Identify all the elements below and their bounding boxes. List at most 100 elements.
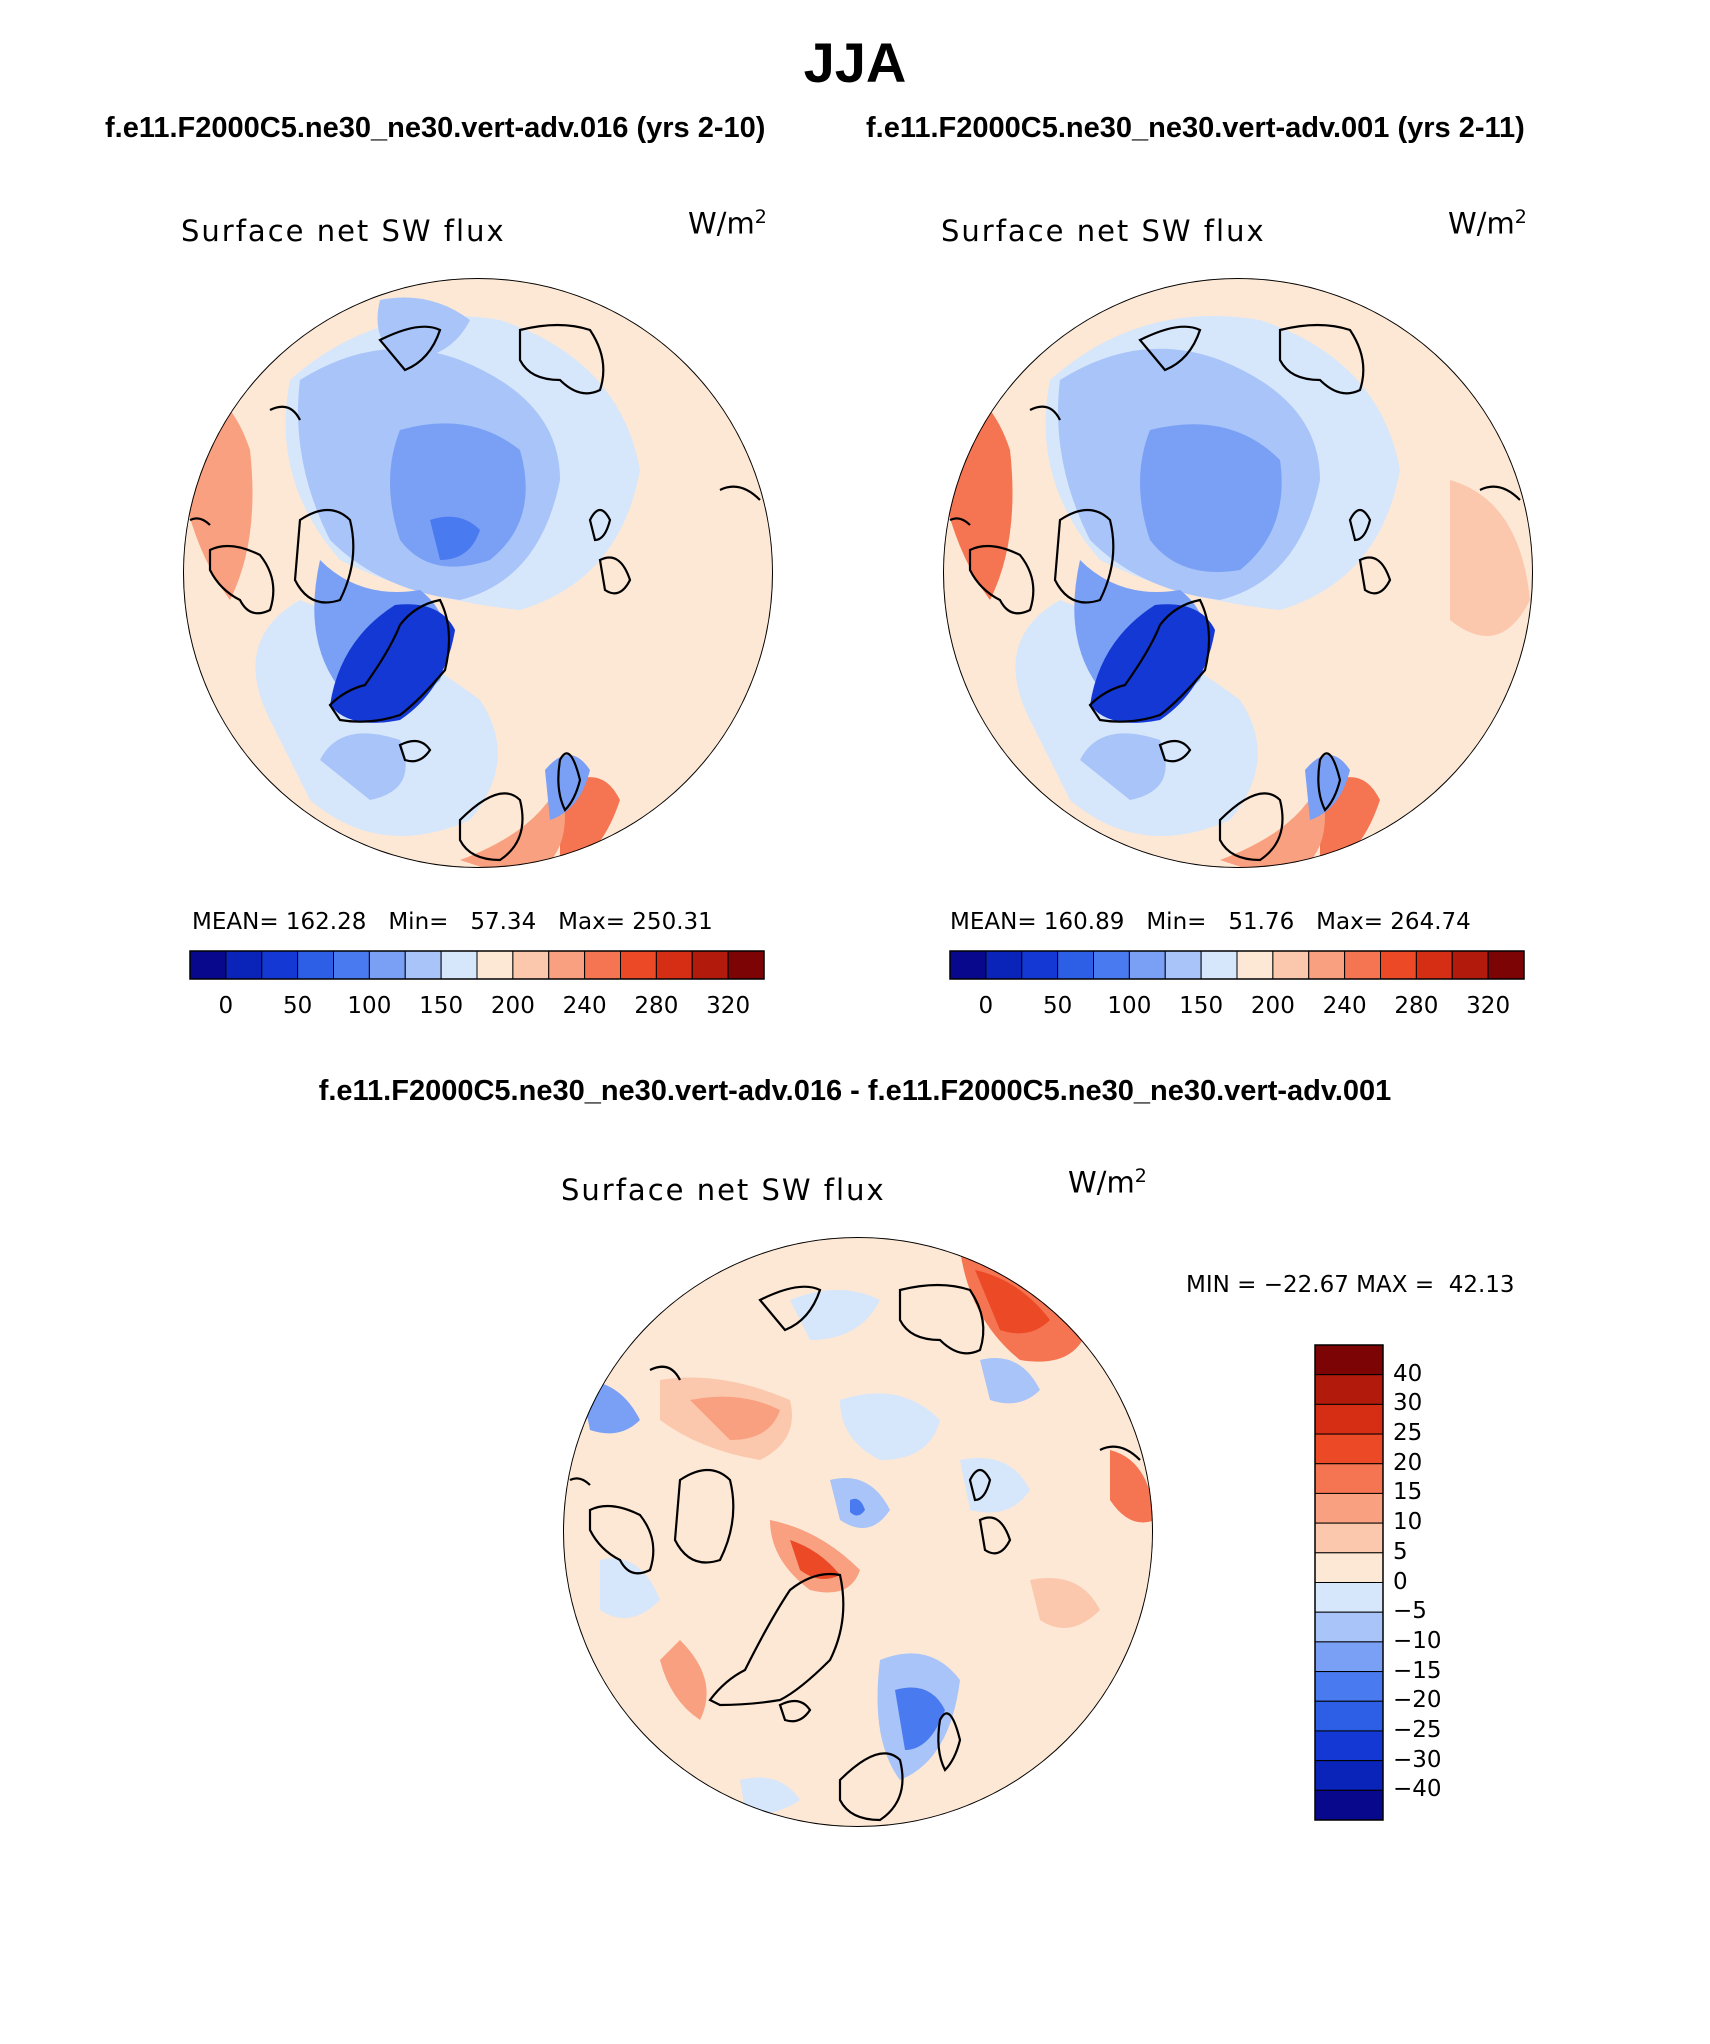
colorbar-swatch — [1487, 950, 1525, 980]
colorbar-swatch — [1314, 1611, 1384, 1643]
colorbar-tick-label: −20 — [1393, 1687, 1442, 1714]
colorbar-swatch — [727, 950, 765, 980]
colorbar-swatch — [1021, 950, 1059, 980]
colorbar-swatch — [1314, 1522, 1384, 1554]
colorbar-swatch — [1314, 1760, 1384, 1791]
colorbar-swatch — [620, 950, 657, 980]
colorbar-tick-label: 15 — [1393, 1479, 1423, 1506]
colorbar-swatch — [1093, 950, 1130, 980]
difference-title: f.e11.F2000C5.ne30_ne30.vert-adv.016 - f… — [318, 1075, 1392, 1107]
colorbar-swatch — [261, 950, 299, 980]
colorbar-swatch — [985, 950, 1023, 980]
colorbar-swatch — [1314, 1671, 1384, 1702]
colorbar-tick-label: −25 — [1393, 1716, 1442, 1743]
colorbar-swatch — [1314, 1463, 1384, 1494]
right-case-title: f.e11.F2000C5.ne30_ne30.vert-adv.001 (yr… — [866, 112, 1525, 144]
colorbar-tick-label: 40 — [1393, 1360, 1423, 1387]
map-panel-3 — [563, 1237, 1153, 1827]
panel1-stats: MEAN= 162.28 Min= 57.34 Max= 250.31 — [192, 909, 713, 935]
colorbar-tick-label: 100 — [347, 993, 392, 1019]
colorbar-tick-label: 50 — [1042, 993, 1073, 1019]
colorbar-tick-label: 25 — [1393, 1420, 1423, 1447]
colorbar-tick-label: 150 — [1179, 993, 1224, 1019]
colorbar-swatch — [1057, 950, 1094, 980]
colorbar-tick-label: 100 — [1107, 993, 1152, 1019]
colorbar-swatch — [1314, 1730, 1384, 1762]
colorbar-swatch — [1314, 1433, 1384, 1465]
colorbar-swatch — [1164, 950, 1202, 980]
colorbar-frame — [1314, 1344, 1384, 1821]
colorbar-tick-label: 320 — [1466, 993, 1511, 1019]
colorbar-swatch — [404, 950, 442, 980]
colorbar-tick-label: −30 — [1393, 1746, 1442, 1773]
colorbar-swatch — [476, 950, 514, 980]
colorbar-swatch — [584, 950, 621, 980]
colorbar-swatch — [1314, 1582, 1384, 1613]
panel3-stats: MIN = −22.67 MAX = 42.13 — [1186, 1272, 1515, 1298]
colorbar-tick-label: 30 — [1393, 1390, 1423, 1417]
colorbar-swatch — [1314, 1641, 1384, 1673]
panel3-units: W/m2 — [1068, 1165, 1147, 1200]
colorbar-swatch — [1380, 950, 1417, 980]
colorbar-tick-label: 20 — [1393, 1449, 1423, 1476]
colorbar-tick-label: −40 — [1393, 1776, 1442, 1803]
figure-title: JJA — [803, 31, 907, 94]
colorbar-swatch — [1314, 1552, 1384, 1583]
colorbar-swatch — [548, 950, 586, 980]
colorbar-tick-label: 240 — [562, 993, 607, 1019]
colorbar-swatch — [225, 950, 263, 980]
colorbar-swatch — [1236, 950, 1274, 980]
colorbar-swatch — [1314, 1374, 1384, 1405]
map-panel-2 — [943, 278, 1533, 868]
colorbar-swatch — [1128, 950, 1166, 980]
colorbar-swatch — [333, 950, 370, 980]
colorbar-swatch — [1314, 1344, 1384, 1376]
colorbar-swatch — [655, 950, 693, 980]
colorbar-tick-label: 280 — [634, 993, 679, 1019]
colorbar-swatch — [1314, 1700, 1384, 1732]
colorbar-tick-label: 150 — [419, 993, 464, 1019]
colorbar-swatch — [1314, 1492, 1384, 1524]
colorbar-swatch — [297, 950, 334, 980]
colorbar-tick-label: −15 — [1393, 1657, 1442, 1684]
colorbar-tick-label: 200 — [490, 993, 535, 1019]
colorbar-swatch — [440, 950, 478, 980]
colorbar-tick-label: 240 — [1322, 993, 1367, 1019]
colorbar-tick-label: 0 — [1393, 1568, 1408, 1595]
panel1-variable-title: Surface net SW flux — [181, 214, 506, 248]
colorbar-swatch — [1415, 950, 1453, 980]
colorbar-tick-label: 0 — [978, 993, 994, 1019]
colorbar-tick-label: −5 — [1393, 1598, 1427, 1625]
colorbar-tick-label: 280 — [1394, 993, 1439, 1019]
colorbar-tick-label: 50 — [282, 993, 313, 1019]
colorbar-tick-label: 0 — [218, 993, 234, 1019]
panel2-stats: MEAN= 160.89 Min= 51.76 Max= 264.74 — [950, 909, 1471, 935]
left-case-title: f.e11.F2000C5.ne30_ne30.vert-adv.016 (yr… — [105, 112, 766, 144]
colorbar-tick-label: 320 — [706, 993, 751, 1019]
colorbar-frame — [189, 950, 765, 980]
colorbar-swatch — [949, 950, 987, 980]
colorbar-swatch — [1344, 950, 1381, 980]
panel2-units: W/m2 — [1448, 206, 1527, 241]
map-panel-1 — [183, 278, 773, 868]
colorbar-swatch — [512, 950, 550, 980]
colorbar-difference — [1314, 1344, 1384, 1821]
colorbar-tick-label: 10 — [1393, 1509, 1423, 1536]
colorbar-frame — [949, 950, 1525, 980]
colorbar-tick-label: −10 — [1393, 1627, 1442, 1654]
panel1-units: W/m2 — [688, 206, 767, 241]
colorbar-swatch — [189, 950, 227, 980]
colorbar-swatch — [1272, 950, 1310, 980]
panel3-variable-title: Surface net SW flux — [561, 1173, 886, 1207]
colorbar-swatch — [1308, 950, 1346, 980]
colorbar-panel2 — [949, 950, 1525, 980]
panel2-variable-title: Surface net SW flux — [941, 214, 1266, 248]
colorbar-swatch — [1451, 950, 1489, 980]
colorbar-tick-label: 200 — [1250, 993, 1295, 1019]
colorbar-tick-label: 5 — [1393, 1538, 1408, 1565]
colorbar-swatch — [1314, 1789, 1384, 1821]
colorbar-panel1 — [189, 950, 765, 980]
colorbar-swatch — [368, 950, 406, 980]
colorbar-swatch — [1314, 1403, 1384, 1435]
